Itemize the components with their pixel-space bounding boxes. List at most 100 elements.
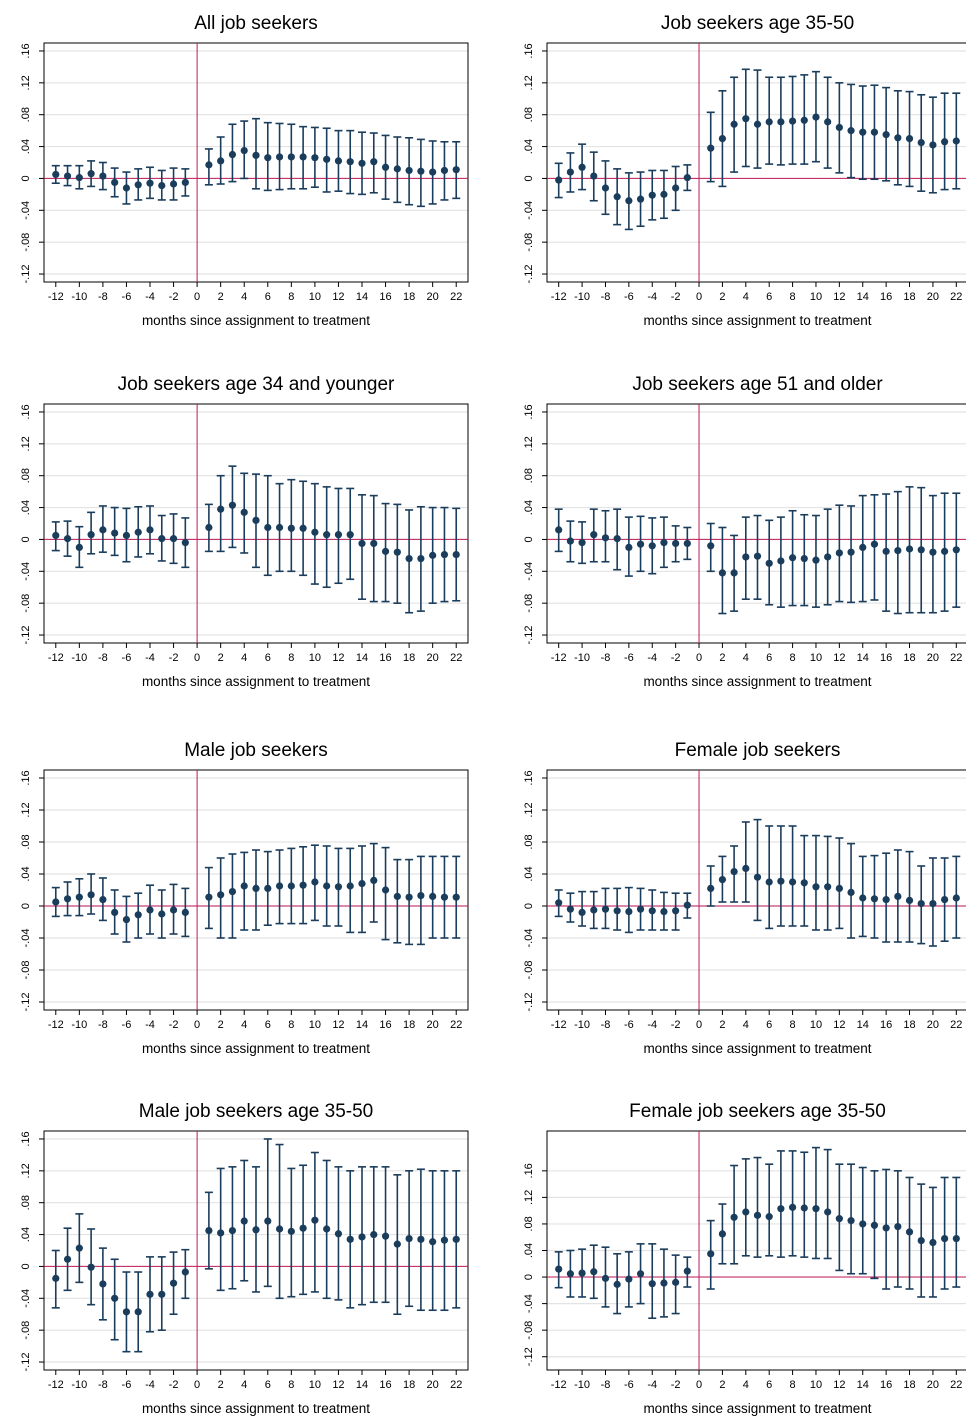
panel-2-y-tick-label: .16 [523, 43, 535, 58]
panel-7-point [299, 1224, 307, 1232]
panel-8-y-tick-label: .16 [523, 1163, 535, 1178]
panel-5-y-tick-label: .08 [20, 834, 32, 849]
panel-7-point [99, 1280, 107, 1288]
panel-2-x-tick-label: -2 [671, 291, 681, 303]
panel-6-x-tick-label: 6 [766, 1019, 772, 1031]
panel-4-point [835, 549, 843, 557]
panel-5-point [205, 893, 213, 901]
panel-5-point [393, 892, 401, 901]
panel-6-y-tick-label: .16 [523, 770, 535, 785]
panel-3-point [452, 550, 460, 559]
panel-1-point [393, 165, 401, 173]
panel-6-error-bar [788, 825, 797, 927]
panel-6-point [625, 908, 633, 916]
panel-6-title: Female job seekers [675, 740, 841, 761]
panel-3-point [287, 524, 295, 532]
panel-8-x-tick-label: 4 [743, 1379, 749, 1391]
panel-4-point [613, 535, 621, 543]
panel-4-x-tick-label: 12 [833, 652, 845, 664]
panel-3-y-tick-label: .04 [20, 500, 32, 515]
panel-6-x-tick-label: 18 [903, 1019, 915, 1031]
panel-4-point [648, 542, 656, 550]
panel-2-x-tick-label: 14 [857, 291, 869, 303]
panel-5-y-tick-label: -.08 [20, 961, 32, 980]
panel-6-point [777, 877, 785, 885]
panel-2-x-tick-label: -8 [601, 291, 611, 303]
panel-8-x-tick-label: 16 [880, 1379, 892, 1391]
panel-7-x-tick-label: -8 [98, 1379, 108, 1391]
panel-1-x-tick-label: 14 [356, 291, 368, 303]
panel-8-x-tick-label: 22 [950, 1379, 962, 1391]
panel-3-point [87, 531, 95, 539]
panel-1-x-tick-label: -8 [98, 291, 108, 303]
panel-8-error-bar [741, 1158, 750, 1257]
panel-5: Male job seekers -.12 -.08 -.04 0 .04 .08 .12 .1… [20, 740, 469, 1056]
panel-6-y-tick-label: -.08 [523, 961, 535, 980]
panel-3-x-tick-label: 6 [265, 652, 271, 664]
panel-7-point [87, 1263, 95, 1271]
panel-5-point [381, 886, 390, 894]
panel-3-x-tick-label: 14 [356, 652, 368, 664]
panel-4-point [660, 539, 668, 547]
panel-1-x-tick-label: -2 [169, 291, 179, 303]
panel-3-x-tick-label: 0 [194, 652, 200, 664]
panel-7-title: Male job seekers age 35-50 [139, 1101, 373, 1122]
panel-6-point [847, 888, 855, 897]
panel-7-point [205, 1226, 213, 1235]
panel-1-point [122, 184, 131, 192]
panel-6-x-tick-label: 10 [810, 1019, 822, 1031]
panel-4-point [718, 569, 727, 577]
panel-4-y-tick-label: 0 [523, 536, 535, 542]
panel-5-point [311, 878, 319, 886]
panel-4-point [672, 539, 680, 548]
panel-6-x-tick-label: -8 [601, 1019, 611, 1031]
panel-5-point [169, 906, 178, 914]
panel-6-point [882, 896, 890, 904]
panel-5-x-tick-label: 6 [265, 1019, 271, 1031]
panel-7-x-tick-label: 20 [427, 1379, 439, 1391]
panel-7-x-tick-label: 4 [241, 1379, 247, 1391]
panel-7-point [429, 1238, 437, 1246]
panel-8-point [753, 1211, 762, 1219]
panel-7-x-tick-label: 0 [194, 1379, 200, 1391]
panel-5-point [440, 893, 449, 901]
panel-4-x-tick-label: 2 [719, 652, 725, 664]
panel-8-y-tick-label: -.04 [523, 1294, 535, 1313]
panel-2-point [835, 123, 843, 132]
panel-6-point [683, 901, 691, 909]
panel-5-x-axis-label: months since assignment to treatment [142, 1041, 370, 1056]
panel-7-point [452, 1235, 460, 1243]
panel-5-point [158, 910, 166, 918]
panel-4-y-tick-label: .04 [523, 500, 535, 515]
panel-6-x-tick-label: -6 [624, 1019, 634, 1031]
panel-8-point [636, 1270, 645, 1278]
panel-3-y-tick-label: -.04 [20, 562, 32, 581]
panel-8-point [824, 1208, 832, 1216]
panel-4-point [566, 537, 574, 545]
panel-7-x-tick-label: -10 [71, 1379, 87, 1391]
panel-5-point [134, 911, 142, 919]
panel-8-point [683, 1267, 691, 1275]
panel-1-point [146, 179, 154, 187]
panel-8-y-tick-label: 0 [523, 1274, 535, 1280]
panel-4-x-tick-label: 6 [766, 652, 772, 664]
panel-2-point [648, 191, 656, 199]
panel-7-point [75, 1244, 83, 1252]
panel-5-point [264, 884, 272, 893]
panel-3-x-tick-label: 10 [309, 652, 321, 664]
panel-7-plot-frame [43, 1130, 469, 1371]
panel-5-point [429, 892, 437, 901]
panel-3-point [405, 554, 413, 563]
panel-1-x-tick-label: 20 [427, 291, 439, 303]
panel-3-y-tick-label: -.12 [20, 626, 32, 645]
panel-6-point [859, 894, 867, 902]
panel-3-point [99, 526, 107, 534]
panel-6-x-tick-label: 22 [950, 1019, 962, 1031]
panel-8-x-tick-label: 2 [719, 1379, 725, 1391]
panel-2-point [941, 138, 949, 146]
panel-2-point [952, 137, 960, 145]
panel-7-point [122, 1308, 131, 1316]
panel-4-point [788, 554, 797, 562]
panel-2-point [578, 163, 586, 171]
panel-4-point [905, 545, 914, 553]
